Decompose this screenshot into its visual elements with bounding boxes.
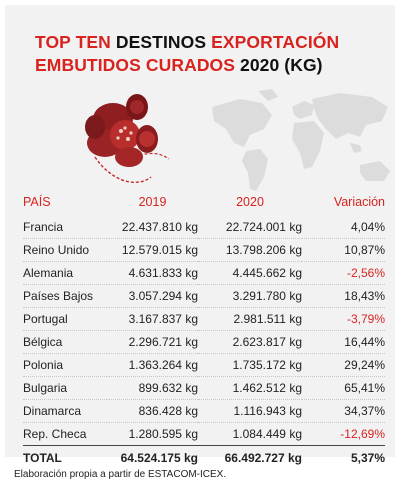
value-2019-cell: 899.632 kg <box>107 376 198 400</box>
title-year-unit: 2020 (KG) <box>240 55 323 75</box>
title-destinos: DESTINOS <box>115 32 207 52</box>
value-2019-cell: 1.363.264 kg <box>107 353 198 377</box>
title-embutidos: EMBUTIDOS CURADOS <box>35 55 236 75</box>
country-cell: Bulgaria <box>23 376 107 400</box>
table-row: Portugal 3.167.837 kg 2.981.511 kg -3,79% <box>23 307 385 331</box>
world-map-icon <box>212 89 390 191</box>
variation-cell: -2,56% <box>302 261 385 285</box>
header-variacion: Variación <box>333 195 385 209</box>
country-cell: Rep. Checa <box>23 422 107 446</box>
value-2019-cell: 1.280.595 kg <box>107 422 198 446</box>
value-2019-cell: 12.579.015 kg <box>107 238 198 262</box>
variation-cell: -3,79% <box>302 307 385 331</box>
country-cell: Bélgica <box>23 330 107 354</box>
table-header-row: PAÍS 2019 2020 Variación <box>23 195 385 216</box>
header-pais: PAÍS <box>23 195 51 209</box>
value-2020-cell: 2.981.511 kg <box>198 307 302 331</box>
source-note: Elaboración propia a partir de ESTACOM-I… <box>14 469 227 480</box>
total-variation: 5,37% <box>302 445 385 470</box>
table-row: Bélgica 2.296.721 kg 2.623.817 kg 16,44% <box>23 330 385 354</box>
header-2019: 2019 <box>138 195 167 209</box>
chart-title: TOP TEN DESTINOS EXPORTACIÓN EMBUTIDOS C… <box>35 31 339 77</box>
country-cell: Países Bajos <box>23 284 107 308</box>
header-2020: 2020 <box>236 195 264 209</box>
value-2019-cell: 836.428 kg <box>107 399 198 423</box>
total-2019: 64.524.175 kg <box>107 445 198 470</box>
title-top-ten: TOP TEN <box>35 32 111 52</box>
table-total-row: TOTAL 64.524.175 kg 66.492.727 kg 5,37% <box>23 445 385 470</box>
value-2020-cell: 2.623.817 kg <box>198 330 302 354</box>
country-cell: Dinamarca <box>23 399 107 423</box>
variation-cell: 29,24% <box>302 353 385 377</box>
variation-cell: 65,41% <box>302 376 385 400</box>
variation-cell: 16,44% <box>302 330 385 354</box>
value-2019-cell: 4.631.833 kg <box>107 261 198 285</box>
country-cell: Reino Unido <box>23 238 107 262</box>
variation-cell: 4,04% <box>302 216 385 239</box>
value-2020-cell: 22.724.001 kg <box>198 216 302 239</box>
variation-cell: 10,87% <box>302 238 385 262</box>
value-2019-cell: 3.057.294 kg <box>107 284 198 308</box>
value-2020-cell: 4.445.662 kg <box>198 261 302 285</box>
value-2020-cell: 1.084.449 kg <box>198 422 302 446</box>
country-cell: Portugal <box>23 307 107 331</box>
value-2020-cell: 13.798.206 kg <box>198 238 302 262</box>
table-row: Dinamarca 836.428 kg 1.116.943 kg 34,37% <box>23 399 385 423</box>
title-exportacion: EXPORTACIÓN <box>211 32 340 52</box>
infographic-panel: TOP TEN DESTINOS EXPORTACIÓN EMBUTIDOS C… <box>5 5 395 470</box>
value-2020-cell: 3.291.780 kg <box>198 284 302 308</box>
country-cell: Polonia <box>23 353 107 377</box>
export-table: PAÍS 2019 2020 Variación Francia 22.437.8… <box>23 195 385 470</box>
table-row: Reino Unido 12.579.015 kg 13.798.206 kg 10,… <box>23 238 385 262</box>
value-2020-cell: 1.116.943 kg <box>198 399 302 423</box>
country-cell: Francia <box>23 216 107 239</box>
value-2019-cell: 22.437.810 kg <box>107 216 198 239</box>
value-2020-cell: 1.462.512 kg <box>198 376 302 400</box>
table-row: Polonia 1.363.264 kg 1.735.172 kg 29,24% <box>23 353 385 377</box>
country-cell: Alemania <box>23 261 107 285</box>
value-2020-cell: 1.735.172 kg <box>198 353 302 377</box>
table-row: Países Bajos 3.057.294 kg 3.291.780 kg 18,4… <box>23 284 385 308</box>
variation-cell: 18,43% <box>302 284 385 308</box>
table-row: Francia 22.437.810 kg 22.724.001 kg 4,04% <box>23 216 385 239</box>
total-label: TOTAL <box>23 445 107 470</box>
table-row: Alemania 4.631.833 kg 4.445.662 kg -2,56% <box>23 261 385 285</box>
table-row: Rep. Checa 1.280.595 kg 1.084.449 kg -12,69… <box>23 422 385 446</box>
sausage-image <box>85 94 170 184</box>
value-2019-cell: 2.296.721 kg <box>107 330 198 354</box>
value-2019-cell: 3.167.837 kg <box>107 307 198 331</box>
table-row: Bulgaria 899.632 kg 1.462.512 kg 65,41% <box>23 376 385 400</box>
variation-cell: 34,37% <box>302 399 385 423</box>
variation-cell: -12,69% <box>302 422 385 446</box>
total-2020: 66.492.727 kg <box>198 445 302 470</box>
